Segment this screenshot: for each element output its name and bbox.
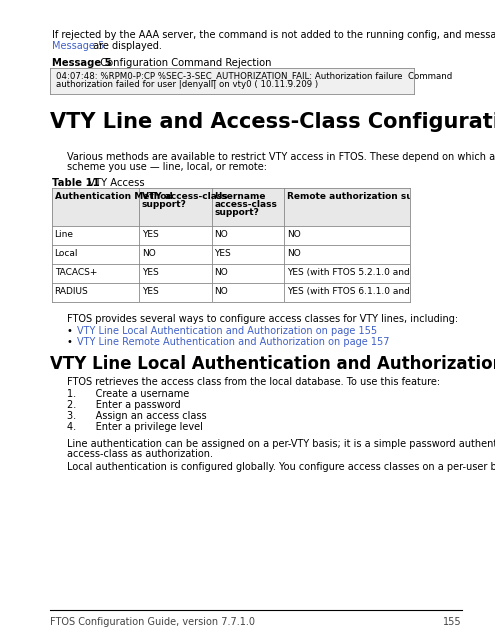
Text: VTY Line Local Authentication and Authorization on page 155: VTY Line Local Authentication and Author… [77, 326, 377, 336]
Text: Line authentication can be assigned on a per-VTY basis; it is a simple password : Line authentication can be assigned on a… [67, 439, 495, 449]
Text: 155: 155 [444, 617, 462, 627]
Text: NO: NO [214, 268, 228, 277]
Text: Username: Username [214, 192, 266, 201]
Bar [52, 188, 410, 226]
Text: VTY access-class: VTY access-class [142, 192, 228, 201]
Text: RADIUS: RADIUS [54, 287, 89, 296]
Text: VTY Line and Access-Class Configuration: VTY Line and Access-Class Configuration [50, 112, 495, 132]
Text: are displayed.: are displayed. [90, 41, 162, 51]
Text: 3.  Assign an access class: 3. Assign an access class [67, 411, 206, 421]
Text: NO: NO [214, 230, 228, 239]
Text: Authentication Method: Authentication Method [54, 192, 172, 201]
Text: FTOS Configuration Guide, version 7.7.1.0: FTOS Configuration Guide, version 7.7.1.… [50, 617, 255, 627]
Text: support?: support? [214, 208, 259, 217]
Text: VTY Line Remote Authentication and Authorization on page 157: VTY Line Remote Authentication and Autho… [77, 337, 390, 347]
Text: VTY Access: VTY Access [82, 178, 145, 188]
Text: NO: NO [214, 287, 228, 296]
Text: 1.  Create a username: 1. Create a username [67, 389, 189, 399]
Text: 2.  Enter a password: 2. Enter a password [67, 400, 181, 410]
Text: Configuration Command Rejection: Configuration Command Rejection [94, 58, 271, 68]
Text: Line: Line [54, 230, 74, 239]
Text: FTOS provides several ways to configure access classes for VTY lines, including:: FTOS provides several ways to configure … [67, 314, 458, 324]
Text: •: • [67, 337, 73, 347]
Text: 04:07:48: %RPM0-P:CP %SEC-3-SEC_AUTHORIZATION_FAIL: Authorization failure  Comma: 04:07:48: %RPM0-P:CP %SEC-3-SEC_AUTHORIZ… [56, 71, 452, 80]
Text: Local: Local [54, 249, 78, 258]
Text: •: • [67, 326, 73, 336]
Text: Message 5: Message 5 [52, 41, 104, 51]
Text: Table 11: Table 11 [52, 178, 100, 188]
Text: YES: YES [142, 230, 159, 239]
Text: authorization failed for user |denyall| on vty0 ( 10.11.9.209 ): authorization failed for user |denyall| … [56, 80, 318, 89]
Text: NO: NO [287, 230, 300, 239]
Text: VTY Line Local Authentication and Authorization: VTY Line Local Authentication and Author… [50, 355, 495, 373]
Text: YES: YES [142, 287, 159, 296]
Text: access-class: access-class [214, 200, 277, 209]
Text: Message 5: Message 5 [52, 58, 112, 68]
Text: FTOS retrieves the access class from the local database. To use this feature:: FTOS retrieves the access class from the… [67, 377, 440, 387]
Text: YES: YES [214, 249, 231, 258]
Text: support?: support? [142, 200, 187, 209]
Text: YES (with FTOS 6.1.1.0 and later): YES (with FTOS 6.1.1.0 and later) [287, 287, 437, 296]
Text: YES (with FTOS 5.2.1.0 and later): YES (with FTOS 5.2.1.0 and later) [287, 268, 437, 277]
Text: Various methods are available to restrict VTY access in FTOS. These depend on wh: Various methods are available to restric… [67, 152, 495, 162]
Text: NO: NO [142, 249, 156, 258]
Text: If rejected by the AAA server, the command is not added to the running config, a: If rejected by the AAA server, the comma… [52, 30, 495, 40]
Text: TACACS+: TACACS+ [54, 268, 97, 277]
Text: Local authentication is configured globally. You configure access classes on a p: Local authentication is configured globa… [67, 462, 495, 472]
Text: scheme you use — line, local, or remote:: scheme you use — line, local, or remote: [67, 162, 267, 172]
Text: Remote authorization support?: Remote authorization support? [287, 192, 446, 201]
Text: NO: NO [287, 249, 300, 258]
Text: 4.  Enter a privilege level: 4. Enter a privilege level [67, 422, 203, 432]
Text: YES: YES [142, 268, 159, 277]
Text: access-class as authorization.: access-class as authorization. [67, 449, 213, 459]
